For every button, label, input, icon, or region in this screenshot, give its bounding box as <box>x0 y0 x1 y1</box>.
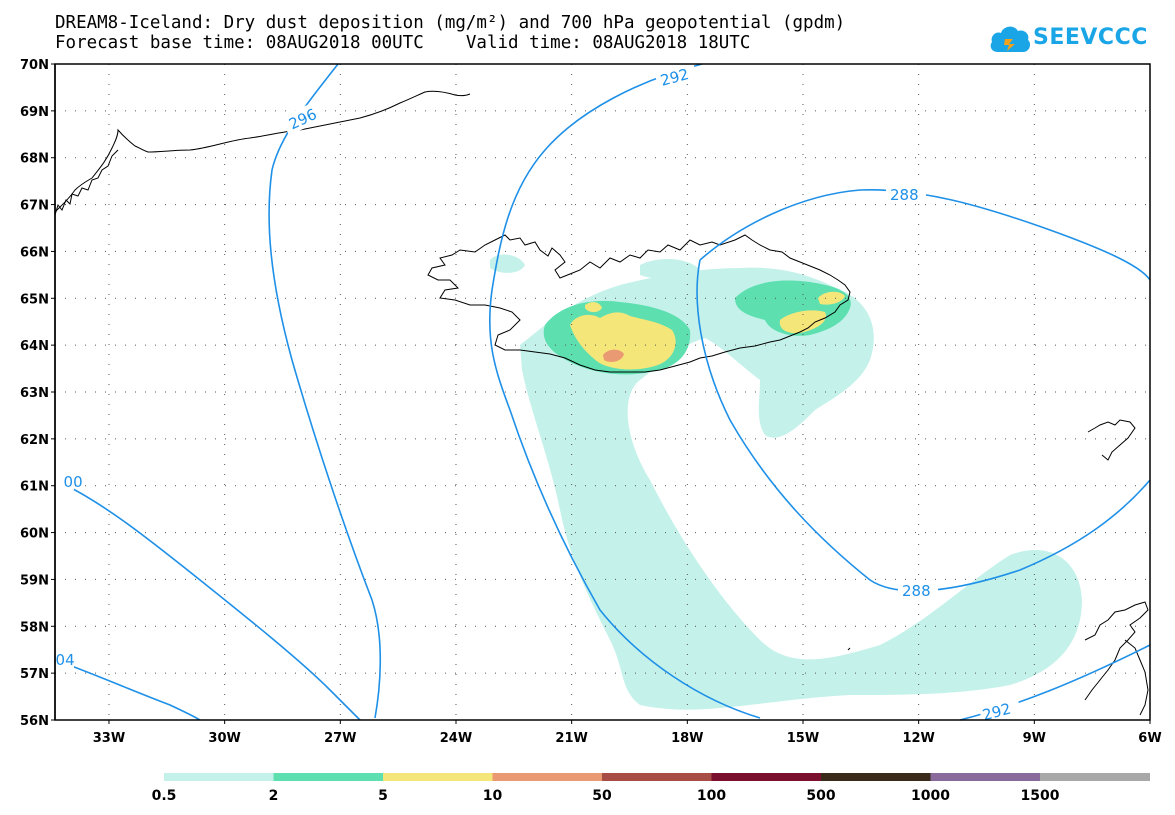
legend-swatch <box>821 773 931 781</box>
chart-title: DREAM8-Iceland: Dry dust deposition (mg/… <box>55 13 846 33</box>
lon-label: 33W <box>93 731 125 746</box>
longitude-labels: 33W 30W 27W 24W 21W 18W 15W 12W 9W 6W <box>93 720 1162 746</box>
contour-label: 288 <box>902 582 931 600</box>
contour-300 <box>54 479 361 721</box>
dust-level-5-nw <box>585 302 602 313</box>
lon-label: 30W <box>208 731 240 746</box>
lat-label: 67N <box>20 199 49 214</box>
lon-label: 9W <box>1023 731 1046 746</box>
legend-swatch <box>930 773 1041 781</box>
hebrides-coast <box>1124 639 1149 716</box>
lat-label: 59N <box>20 573 49 588</box>
lat-label: 63N <box>20 386 49 401</box>
lon-label: 15W <box>787 731 819 746</box>
legend-swatch <box>602 773 712 781</box>
faroe-islands <box>1087 419 1136 461</box>
lat-label: 57N <box>20 667 49 682</box>
lon-label: 6W <box>1138 731 1161 746</box>
dust-deposition-layer <box>490 254 1082 710</box>
legend-swatch <box>1040 773 1150 781</box>
greenland-coast <box>54 90 471 213</box>
dust-level-5-ne <box>818 291 845 305</box>
legend-label: 100 <box>697 788 726 804</box>
legend-label: 5 <box>378 788 388 804</box>
legend-swatch <box>273 773 384 781</box>
legend-label: 1000 <box>911 788 950 804</box>
lon-label: 24W <box>440 731 472 746</box>
chart-subtitle: Forecast base time: 08AUG2018 00UTC Vali… <box>55 33 751 53</box>
legend-swatch <box>383 773 493 781</box>
dust-level-5-west <box>570 312 676 370</box>
cloud-icon <box>990 26 1031 52</box>
lat-label: 62N <box>20 433 49 448</box>
lat-label: 70N <box>20 58 49 73</box>
lon-label: 18W <box>671 731 703 746</box>
dust-level-0.5-north <box>490 254 525 273</box>
legend-label: 0.5 <box>152 788 177 804</box>
lat-label: 68N <box>20 152 49 167</box>
contour-292-north <box>488 63 761 719</box>
lat-label: 69N <box>20 105 49 120</box>
dust-level-5-east <box>779 310 826 334</box>
dust-level-10 <box>603 349 624 362</box>
lat-label: 66N <box>20 245 49 260</box>
legend-swatch <box>164 773 274 781</box>
lat-label: 60N <box>20 527 49 542</box>
legend-label: 50 <box>592 788 612 804</box>
lon-label: 12W <box>902 731 934 746</box>
logo-text: SEEVCCC <box>1033 25 1148 50</box>
lon-label: 27W <box>324 731 356 746</box>
contour-304 <box>54 659 201 721</box>
contour-296 <box>268 63 382 719</box>
rockall <box>847 647 851 651</box>
legend-label: 1500 <box>1021 788 1060 804</box>
legend-swatch <box>711 773 822 781</box>
geopotential-contours <box>54 63 1151 721</box>
legend-label: 500 <box>806 788 835 804</box>
contour-label: 292 <box>658 65 690 90</box>
scotland-coast <box>1084 601 1149 701</box>
contour-288 <box>696 189 1151 592</box>
contour-label: 288 <box>890 186 919 204</box>
lat-label: 64N <box>20 339 49 354</box>
legend-swatch <box>492 773 603 781</box>
color-legend: 0.5 2 5 10 50 100 500 1000 1500 <box>152 773 1150 804</box>
latitude-labels: 70N 69N 68N 67N 66N 65N 64N 63N 62N 61N 60N 59N 58N 5… <box>20 58 55 729</box>
lat-label: 58N <box>20 620 49 635</box>
lon-label: 21W <box>555 731 587 746</box>
lat-label: 56N <box>20 714 49 729</box>
dust-level-0.5-east <box>640 258 700 280</box>
lat-label: 61N <box>20 480 49 495</box>
dust-level-0.5 <box>520 267 1082 710</box>
iceland-coast <box>427 234 851 373</box>
seevccc-logo: SEEVCCC <box>988 18 1147 60</box>
legend-label: 2 <box>269 788 279 804</box>
greenland-coast-inner <box>54 149 119 216</box>
coastlines <box>54 90 1149 716</box>
lat-label: 65N <box>20 292 49 307</box>
legend-label: 10 <box>483 788 503 804</box>
